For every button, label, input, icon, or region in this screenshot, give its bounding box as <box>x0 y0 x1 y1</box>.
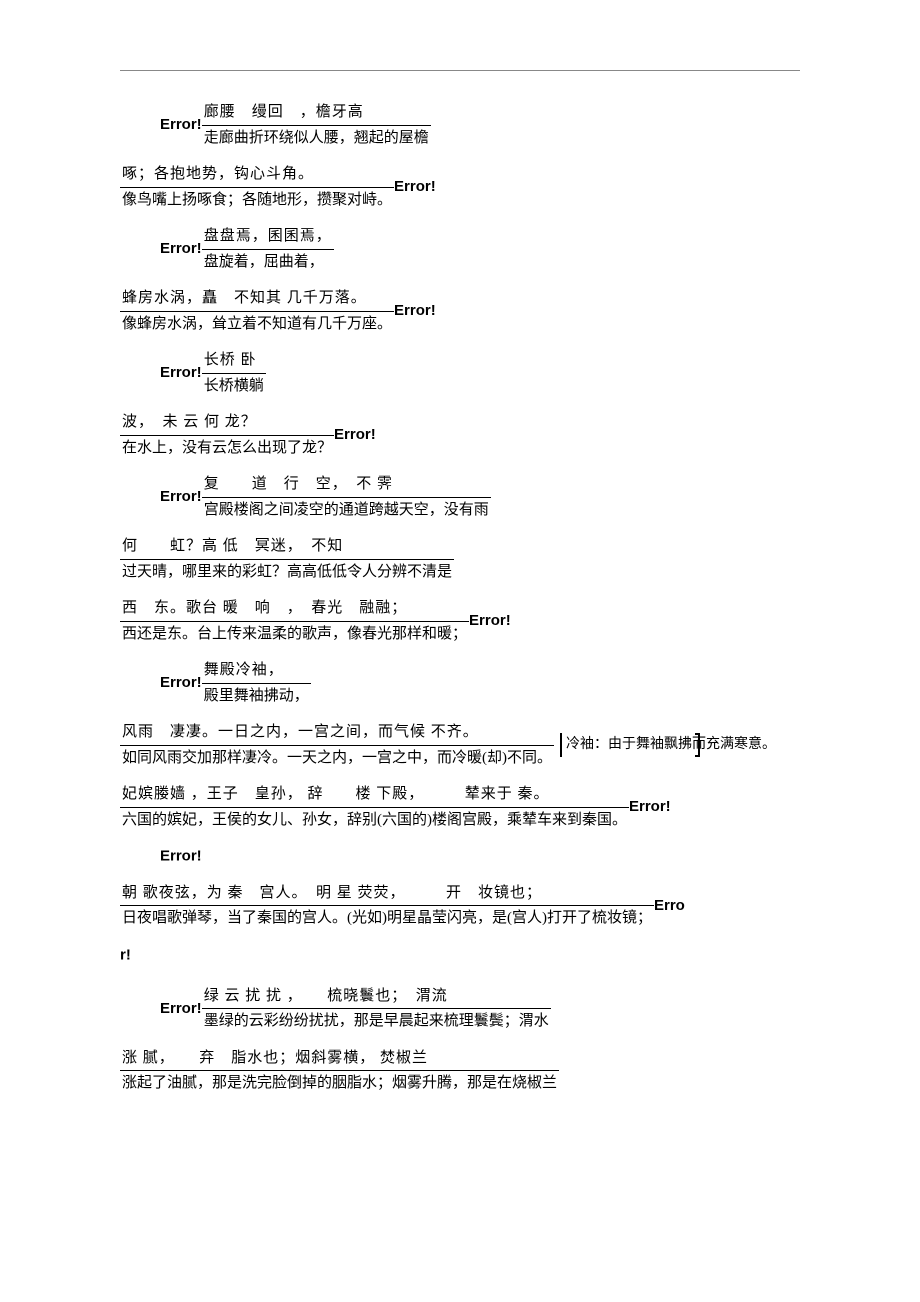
translation-text: 过天晴，哪里来的彩虹？高高低低令人分辨不清是 <box>120 560 454 584</box>
translation-text: 长桥横躺 <box>202 374 266 398</box>
source-text: 盘盘焉，囷囷焉， <box>202 225 334 250</box>
translation-text: 像鸟嘴上扬啄食；各随地形，攒聚对峙。 <box>120 188 394 212</box>
interlinear-pair: 朝 歌夜弦，为 秦 宫人。 明 星 荧荧， 开 妆镜也；日夜唱歌弹琴，当了秦国的… <box>120 882 654 930</box>
text-block: 西 东。歌台 暖 响 ， 春光 融融；西还是东。台上传来温柔的歌声，像春光那样和… <box>120 597 800 645</box>
translation-text: 像蜂房水涡，耸立着不知道有几千万座。 <box>120 312 394 336</box>
text-block: 何 虹？高 低 冥迷， 不知过天晴，哪里来的彩虹？高高低低令人分辨不清是 <box>120 535 800 583</box>
source-text: 啄；各抱地势，钩心斗角。 <box>120 163 394 188</box>
source-text: 妃嫔媵嫱 ，王子 皇孙， 辞 楼 下殿， 辇来于 秦。 <box>120 783 629 808</box>
text-block: Error!盘盘焉，囷囷焉，盘旋着，屈曲着， <box>120 225 800 273</box>
translation-text: 盘旋着，屈曲着， <box>202 250 334 274</box>
error-marker: Error! <box>394 302 436 319</box>
text-block: Error! <box>120 845 800 868</box>
translation-text: 走廊曲折环绕似人腰，翘起的屋檐 <box>202 126 431 150</box>
translation-text: 西还是东。台上传来温柔的歌声，像春光那样和暖； <box>120 622 469 646</box>
source-text: 长桥 卧 <box>202 349 266 374</box>
interlinear-pair: 蜂房水涡，矗 不知其 几千万落。像蜂房水涡，耸立着不知道有几千万座。 <box>120 287 394 335</box>
error-marker: Error! <box>334 426 376 443</box>
document-page: Error!廊腰 缦回 ，檐牙高走廊曲折环绕似人腰，翘起的屋檐啄；各抱地势，钩心… <box>0 0 920 1169</box>
text-block: 朝 歌夜弦，为 秦 宫人。 明 星 荧荧， 开 妆镜也；日夜唱歌弹琴，当了秦国的… <box>120 882 800 930</box>
interlinear-pair: 绿 云 扰 扰 ， 梳晓鬟也； 渭流墨绿的云彩纷纷扰扰，那是早晨起来梳理鬟鬓；渭… <box>202 985 551 1033</box>
source-text: 绿 云 扰 扰 ， 梳晓鬟也； 渭流 <box>202 985 551 1010</box>
content-area: Error!廊腰 缦回 ，檐牙高走廊曲折环绕似人腰，翘起的屋檐啄；各抱地势，钩心… <box>120 101 800 1095</box>
translation-text: 六国的嫔妃，王侯的女儿、孙女，辞别(六国的)楼阁宫殿，乘辇车来到秦国。 <box>120 808 629 832</box>
error-marker: Error! <box>160 116 202 133</box>
error-marker: Error! <box>394 178 436 195</box>
error-marker: Error! <box>469 612 511 629</box>
source-text: 舞殿冷袖， <box>202 659 311 684</box>
interlinear-pair: 妃嫔媵嫱 ，王子 皇孙， 辞 楼 下殿， 辇来于 秦。六国的嫔妃，王侯的女儿、孙… <box>120 783 629 831</box>
interlinear-pair: 廊腰 缦回 ，檐牙高走廊曲折环绕似人腰，翘起的屋檐 <box>202 101 431 149</box>
translation-text: 涨起了油腻，那是洗完脸倒掉的胭脂水；烟雾升腾，那是在烧椒兰 <box>120 1071 559 1095</box>
interlinear-pair: 波， 未 云 何 龙？在水上，没有云怎么出现了龙？ <box>120 411 334 459</box>
interlinear-pair: 何 虹？高 低 冥迷， 不知过天晴，哪里来的彩虹？高高低低令人分辨不清是 <box>120 535 454 583</box>
translation-text: 日夜唱歌弹琴，当了秦国的宫人。(光如)明星晶莹闪亮，是(宫人)打开了梳妆镜； <box>120 906 654 930</box>
text-block: r! <box>120 944 800 967</box>
translation-text: 如同风雨交加那样凄冷。一天之内，一宫之中，而冷暖(却)不同。 <box>120 746 554 770</box>
error-marker: Error! <box>160 364 202 381</box>
source-text: 波， 未 云 何 龙？ <box>120 411 334 436</box>
translation-text: 在水上，没有云怎么出现了龙？ <box>120 436 334 460</box>
text-block: 妃嫔媵嫱 ，王子 皇孙， 辞 楼 下殿， 辇来于 秦。六国的嫔妃，王侯的女儿、孙… <box>120 783 800 831</box>
error-marker: r! <box>120 946 131 963</box>
source-text: 复 道 行 空， 不 霁 <box>202 473 491 498</box>
source-text: 蜂房水涡，矗 不知其 几千万落。 <box>120 287 394 312</box>
source-text: 西 东。歌台 暖 响 ， 春光 融融； <box>120 597 469 622</box>
interlinear-pair: 啄；各抱地势，钩心斗角。像鸟嘴上扬啄食；各随地形，攒聚对峙。 <box>120 163 394 211</box>
source-text: 朝 歌夜弦，为 秦 宫人。 明 星 荧荧， 开 妆镜也； <box>120 882 654 907</box>
interlinear-pair: 舞殿冷袖，殿里舞袖拂动， <box>202 659 311 707</box>
interlinear-pair: 长桥 卧长桥横躺 <box>202 349 266 397</box>
interlinear-pair: 涨 腻， 弃 脂水也；烟斜雾横， 焚椒兰涨起了油腻，那是洗完脸倒掉的胭脂水；烟雾… <box>120 1047 559 1095</box>
text-block: 啄；各抱地势，钩心斗角。像鸟嘴上扬啄食；各随地形，攒聚对峙。Error! <box>120 163 800 211</box>
error-marker: Error! <box>629 798 671 815</box>
source-text: 涨 腻， 弃 脂水也；烟斜雾横， 焚椒兰 <box>120 1047 559 1072</box>
text-block: Error!长桥 卧长桥横躺 <box>120 349 800 397</box>
source-text: 廊腰 缦回 ，檐牙高 <box>202 101 431 126</box>
text-block: Error!舞殿冷袖，殿里舞袖拂动， <box>120 659 800 707</box>
error-marker: Error! <box>160 999 202 1016</box>
text-block: 涨 腻， 弃 脂水也；烟斜雾横， 焚椒兰涨起了油腻，那是洗完脸倒掉的胭脂水；烟雾… <box>120 1047 800 1095</box>
page-top-rule <box>120 70 800 71</box>
text-block: Error!廊腰 缦回 ，檐牙高走廊曲折环绕似人腰，翘起的屋檐 <box>120 101 800 149</box>
interlinear-pair: 复 道 行 空， 不 霁宫殿楼阁之间凌空的通道跨越天空，没有雨 <box>202 473 491 521</box>
translation-text: 宫殿楼阁之间凌空的通道跨越天空，没有雨 <box>202 498 491 522</box>
translation-text: 墨绿的云彩纷纷扰扰，那是早晨起来梳理鬟鬓；渭水 <box>202 1009 551 1033</box>
text-block: Error!复 道 行 空， 不 霁宫殿楼阁之间凌空的通道跨越天空，没有雨 <box>120 473 800 521</box>
text-block: 风雨 凄凄。一日之内，一宫之间，而气候 不齐。如同风雨交加那样凄冷。一天之内，一… <box>120 721 800 769</box>
interlinear-pair: 风雨 凄凄。一日之内，一宫之间，而气候 不齐。如同风雨交加那样凄冷。一天之内，一… <box>120 721 554 769</box>
error-marker: Erro <box>654 897 685 914</box>
source-text: 何 虹？高 低 冥迷， 不知 <box>120 535 454 560</box>
interlinear-pair: 盘盘焉，囷囷焉，盘旋着，屈曲着， <box>202 225 334 273</box>
error-marker: Error! <box>160 674 202 691</box>
text-block: 蜂房水涡，矗 不知其 几千万落。像蜂房水涡，耸立着不知道有几千万座。Error! <box>120 287 800 335</box>
translation-text: 殿里舞袖拂动， <box>202 684 311 708</box>
interlinear-pair: 西 东。歌台 暖 响 ， 春光 融融；西还是东。台上传来温柔的歌声，像春光那样和… <box>120 597 469 645</box>
error-marker: Error! <box>160 847 202 864</box>
annotation-note: 冷袖：由于舞袖飘拂而充满寒意。 <box>560 733 700 757</box>
error-marker: Error! <box>160 488 202 505</box>
source-text: 风雨 凄凄。一日之内，一宫之间，而气候 不齐。 <box>120 721 554 746</box>
error-marker: Error! <box>160 240 202 257</box>
text-block: Error!绿 云 扰 扰 ， 梳晓鬟也； 渭流墨绿的云彩纷纷扰扰，那是早晨起来… <box>120 985 800 1033</box>
text-block: 波， 未 云 何 龙？在水上，没有云怎么出现了龙？Error! <box>120 411 800 459</box>
